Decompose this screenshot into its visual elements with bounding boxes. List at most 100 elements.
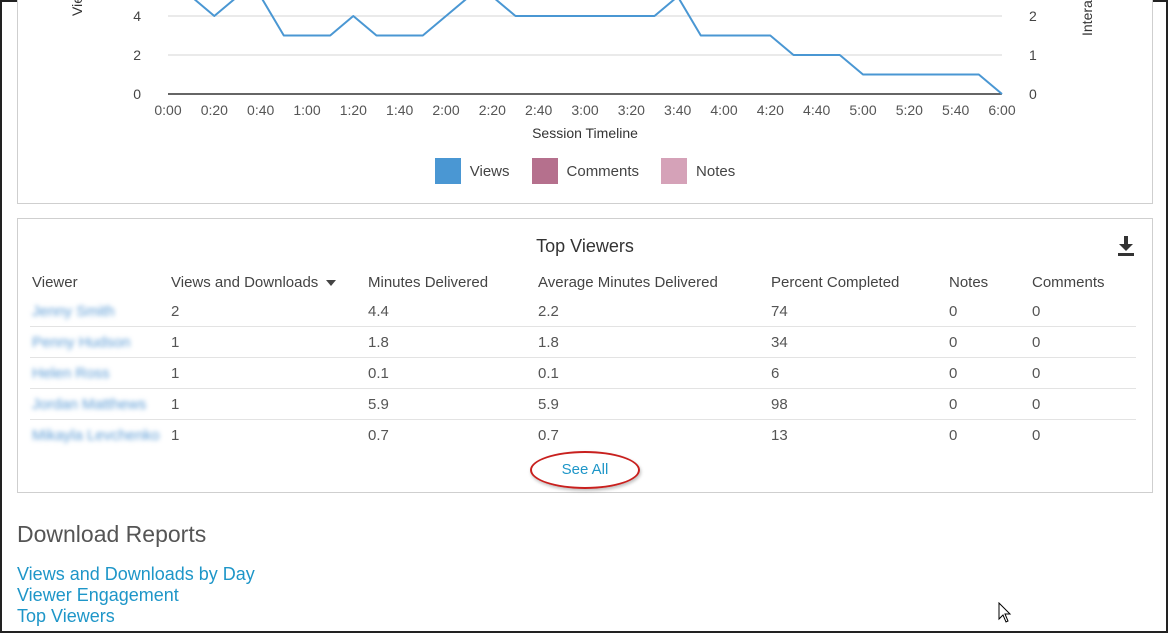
viewer-name-link[interactable]: Jordan Matthews xyxy=(32,395,147,413)
x-tick-label: 3:20 xyxy=(618,102,645,118)
x-tick-label: 3:00 xyxy=(571,102,598,118)
top-viewers-title: Top Viewers xyxy=(536,236,634,256)
avg-minutes-cell: 2.2 xyxy=(536,296,769,327)
views-cell: 1 xyxy=(169,388,366,420)
x-tick-label: 0:00 xyxy=(154,102,181,118)
x-tick-label: 2:00 xyxy=(432,102,459,118)
percent-cell: 13 xyxy=(771,426,788,444)
x-tick-label: 3:40 xyxy=(664,102,691,118)
legend-label: Comments xyxy=(566,162,640,180)
mouse-cursor-icon xyxy=(998,602,1012,623)
minutes-cell: 0.7 xyxy=(368,426,389,444)
x-tick-label: 2:20 xyxy=(479,102,506,118)
minutes-cell: 1.8 xyxy=(366,326,536,358)
column-header-notes[interactable]: Notes xyxy=(949,273,989,291)
legend-swatch xyxy=(434,158,461,184)
x-tick-label: 2:40 xyxy=(525,102,552,118)
comments-cell: 0 xyxy=(1030,357,1136,389)
comments-cell: 0 xyxy=(1032,426,1041,444)
x-tick-label: 4:40 xyxy=(803,102,830,118)
report-link-viewer-engagement[interactable]: Viewer Engagement xyxy=(17,585,179,605)
viewer-name-link[interactable]: Penny Hudson xyxy=(32,333,131,351)
views-cell: 1 xyxy=(171,426,180,444)
x-tick-label: 5:20 xyxy=(896,102,923,118)
views-cell: 2 xyxy=(169,296,366,327)
x-tick-label: 1:40 xyxy=(386,102,413,118)
notes-cell: 0 xyxy=(947,296,1030,327)
y-tick-label-right: 2 xyxy=(1029,8,1037,24)
x-tick-label: 0:20 xyxy=(201,102,228,118)
notes-cell: 0 xyxy=(947,388,1030,420)
x-tick-label: 6:00 xyxy=(988,102,1015,118)
x-tick-label: 4:00 xyxy=(710,102,737,118)
sort-descending-icon xyxy=(326,279,337,286)
legend-label: Notes xyxy=(696,162,736,180)
avg-minutes-cell: 5.9 xyxy=(536,388,769,420)
report-link-top-viewers[interactable]: Top Viewers xyxy=(17,606,115,626)
y-tick-label-left: 4 xyxy=(133,8,141,24)
column-header-percent-completed[interactable]: Percent Completed xyxy=(771,273,900,291)
engagement-chart-panel: 0 2 4 0 1 2 0:00 0:20 0:40 1:00 1:20 1:40 2:00 2:20 2:… xyxy=(17,0,1153,204)
x-tick-label: 5:40 xyxy=(942,102,969,118)
table-header-row: Viewer Views and Downloads Minutes Deliv… xyxy=(30,268,1136,296)
minutes-cell: 5.9 xyxy=(366,388,536,420)
minutes-cell: 4.4 xyxy=(366,296,536,327)
legend-swatch xyxy=(661,158,688,184)
column-header-average-minutes[interactable]: Average Minutes Delivered xyxy=(538,273,718,291)
column-header-views-downloads[interactable]: Views and Downloads xyxy=(169,268,366,296)
percent-cell: 98 xyxy=(769,388,947,420)
minutes-cell: 0.1 xyxy=(366,357,536,389)
percent-cell: 74 xyxy=(769,296,947,327)
y-axis-title-left: Vie xyxy=(69,0,85,16)
top-viewers-table: Viewer Views and Downloads Minutes Deliv… xyxy=(30,268,1136,450)
viewer-name-link[interactable]: Helen Ross xyxy=(32,364,110,382)
table-row: Helen Ross 1 0.1 0.1 6 0 0 xyxy=(30,357,1136,389)
notes-cell: 0 xyxy=(949,426,958,444)
chart-legend: Views Comments Notes xyxy=(18,158,1152,184)
x-tick-label: 1:20 xyxy=(340,102,367,118)
column-header-minutes-delivered[interactable]: Minutes Delivered xyxy=(368,273,489,291)
y-tick-label-left: 2 xyxy=(133,47,141,63)
percent-cell: 6 xyxy=(769,357,947,389)
table-row: Jordan Matthews 1 5.9 5.9 98 0 0 xyxy=(30,388,1136,420)
see-all-link[interactable]: See All xyxy=(561,461,609,478)
legend-swatch xyxy=(531,158,558,184)
avg-minutes-cell: 0.7 xyxy=(538,426,559,444)
column-header-comments[interactable]: Comments xyxy=(1032,273,1105,291)
series-line-views xyxy=(193,0,1003,95)
notes-cell: 0 xyxy=(947,357,1030,389)
viewer-name-link[interactable]: Jenny Smith xyxy=(32,302,115,320)
x-tick-label: 4:20 xyxy=(757,102,784,118)
comments-cell: 0 xyxy=(1030,326,1136,358)
views-cell: 1 xyxy=(169,357,366,389)
comments-cell: 0 xyxy=(1030,296,1136,327)
see-all-wrapper: See All xyxy=(530,451,640,489)
report-link-views-downloads-by-day[interactable]: Views and Downloads by Day xyxy=(17,564,255,584)
table-row: Penny Hudson 1 1.8 1.8 34 0 0 xyxy=(30,326,1136,358)
engagement-chart: 0 2 4 0 1 2 0:00 0:20 0:40 1:00 1:20 1:40 2:00 2:20 2:… xyxy=(69,0,1095,141)
notes-cell: 0 xyxy=(947,326,1030,358)
download-icon[interactable] xyxy=(1116,235,1136,257)
legend-label: Views xyxy=(469,162,510,180)
table-row: Mikayla Levchenko 1 0.7 0.7 13 0 0 xyxy=(30,420,1136,451)
avg-minutes-cell: 0.1 xyxy=(536,357,769,389)
viewer-name-link[interactable]: Mikayla Levchenko xyxy=(32,426,160,444)
y-axis-title-right: Intera xyxy=(1079,0,1095,36)
x-axis-title: Session Timeline xyxy=(532,125,638,141)
avg-minutes-cell: 1.8 xyxy=(536,326,769,358)
legend-item-views[interactable]: Views xyxy=(434,158,510,184)
column-header-viewer[interactable]: Viewer xyxy=(32,273,78,291)
legend-item-notes[interactable]: Notes xyxy=(661,158,735,184)
y-tick-label-right: 1 xyxy=(1029,47,1037,63)
download-reports-heading: Download Reports xyxy=(17,521,207,547)
legend-item-comments[interactable]: Comments xyxy=(531,158,640,184)
x-tick-label: 1:00 xyxy=(293,102,320,118)
comments-cell: 0 xyxy=(1030,388,1136,420)
table-row: Jenny Smith 2 4.4 2.2 74 0 0 xyxy=(30,296,1136,327)
highlight-ellipse xyxy=(530,451,640,489)
top-viewers-panel: Top Viewers Viewer Views and Downloads M… xyxy=(17,218,1153,493)
y-tick-label-right: 0 xyxy=(1029,86,1037,102)
y-tick-label-left: 0 xyxy=(133,86,141,102)
x-tick-label: 0:40 xyxy=(247,102,274,118)
x-tick-label: 5:00 xyxy=(849,102,876,118)
